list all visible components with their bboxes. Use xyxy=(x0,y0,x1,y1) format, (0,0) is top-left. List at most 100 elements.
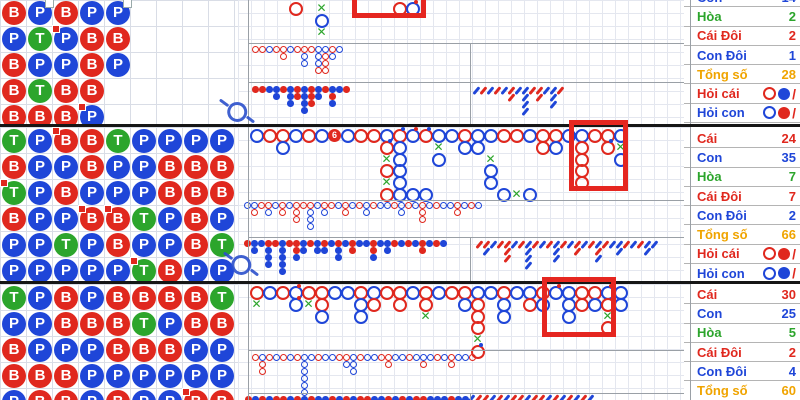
tie-x-icon: ✕ xyxy=(433,139,444,154)
stat-row-Cái: Cái 24 xyxy=(684,129,800,149)
player-circle-icon xyxy=(523,129,537,143)
small-road-dot-icon xyxy=(378,396,385,400)
small-road-dot-icon xyxy=(322,396,329,400)
small-road-dot-icon xyxy=(308,100,315,107)
bead-cell-P: P xyxy=(28,129,52,153)
big-eye-circle-icon xyxy=(377,202,384,209)
highlight-box xyxy=(352,0,426,18)
small-road-dot-icon xyxy=(398,240,405,247)
banker-circle-icon xyxy=(471,345,485,359)
roadmap-section-table-3[interactable]: TPBPBBBBTPPBBBTPBBBPPPBBBPPBBBPPPPPPPBBP… xyxy=(0,284,800,400)
big-eye-circle-icon xyxy=(273,354,280,361)
bead-cell-P: P xyxy=(158,312,182,336)
small-road-dot-icon xyxy=(364,396,371,400)
big-eye-circle-icon xyxy=(350,354,357,361)
small-road-dot-icon xyxy=(412,240,419,247)
ask-row-player[interactable]: Hỏi con / xyxy=(684,103,800,124)
big-eye-circle-icon xyxy=(308,46,315,53)
panel-divider-line xyxy=(248,0,249,124)
small-road-dot-icon xyxy=(322,86,329,93)
big-eye-circle-icon xyxy=(259,354,266,361)
stat-value: 2 xyxy=(788,8,796,24)
player-circle-icon xyxy=(354,309,368,324)
player-circle-icon xyxy=(289,129,303,143)
section-divider xyxy=(0,281,800,284)
small-road-dot-icon xyxy=(279,240,286,247)
bead-cell-B: B xyxy=(158,181,182,205)
big-eye-circle-icon xyxy=(287,354,294,361)
small-road-dot-icon xyxy=(265,240,272,247)
bead-cell-P: P xyxy=(80,390,104,400)
banker-circle-icon xyxy=(419,129,433,143)
spinner-cursor-icon xyxy=(222,245,260,281)
small-road-dot-icon xyxy=(273,93,280,100)
banker-circle-icon xyxy=(510,129,524,143)
stats-panel: Con 14 Hòa 2 Cái Đôi 2 Con Đôi 1 Tổng số 28 Hỏi cá… xyxy=(684,0,800,124)
big-eye-circle-icon xyxy=(251,209,258,216)
player-circle-icon xyxy=(549,140,563,155)
stat-label: Tổng số xyxy=(697,66,748,82)
big-eye-circle-icon xyxy=(273,46,280,53)
big-eye-circle-icon xyxy=(434,354,441,361)
big-eye-circle-icon xyxy=(328,202,335,209)
bead-cell-P: P xyxy=(28,259,52,281)
ask-row-player[interactable]: Hỏi con / xyxy=(684,264,800,281)
big-eye-circle-icon xyxy=(468,202,475,209)
player-circle-icon xyxy=(484,129,498,143)
small-road-dot-icon xyxy=(441,396,448,400)
bead-cell-B: B xyxy=(80,155,104,179)
stat-row-Cái Đôi: Cái Đôi 7 xyxy=(684,186,800,207)
player-circle-icon xyxy=(341,129,355,143)
bead-cell-P: P xyxy=(210,259,234,281)
ask-row-banker[interactable]: Hỏi cái / xyxy=(684,84,800,104)
small-road-dot-icon xyxy=(258,240,265,247)
player-circle-icon xyxy=(562,309,576,324)
pair-marker-icon xyxy=(182,388,190,396)
bead-cell-T: T xyxy=(130,257,156,281)
stat-value: 7 xyxy=(788,169,796,185)
small-road-dot-icon xyxy=(356,240,363,247)
bead-cell-P: P xyxy=(158,233,182,257)
banker-circle-icon xyxy=(302,129,316,143)
banker-circle-icon xyxy=(276,286,290,300)
tie-x-icon: ✕ xyxy=(420,308,431,323)
big-eye-circle-icon xyxy=(384,202,391,209)
tie-x-icon: ✕ xyxy=(316,1,327,15)
bead-cell-P: P xyxy=(210,364,234,388)
bead-cell-B: B xyxy=(2,1,26,25)
bead-cell-P: P xyxy=(210,129,234,153)
bead-cell-B: B xyxy=(132,286,156,310)
panel-divider-line xyxy=(470,237,471,281)
bead-cell-T: T xyxy=(106,129,130,153)
bead-cell-P: P xyxy=(2,390,26,400)
small-road-dot-icon xyxy=(265,254,272,261)
stat-value: 28 xyxy=(781,66,796,82)
bead-cell-P: P xyxy=(184,364,208,388)
ask-prediction-icons: / xyxy=(763,247,796,261)
big-eye-circle-icon xyxy=(427,354,434,361)
tie-x-icon: ✕ xyxy=(485,151,496,166)
stat-value: 25 xyxy=(781,305,796,321)
bead-cell-B: B xyxy=(54,181,78,205)
bead-cell-B: B xyxy=(54,79,78,103)
ask-row-banker[interactable]: Hỏi cái / xyxy=(684,244,800,265)
big-eye-circle-icon xyxy=(308,354,315,361)
big-eye-circle-icon xyxy=(336,46,343,53)
big-eye-circle-icon xyxy=(370,202,377,209)
bead-cell-B: B xyxy=(2,53,26,77)
small-road-dot-icon xyxy=(287,93,294,100)
big-eye-circle-icon xyxy=(371,354,378,361)
bead-cell-B: B xyxy=(2,79,26,103)
big-eye-circle-icon xyxy=(455,354,462,361)
big-eye-circle-icon xyxy=(469,354,476,361)
small-road-dot-icon xyxy=(335,247,342,254)
pair-dot-icon xyxy=(414,0,418,4)
bead-cell-P: P xyxy=(132,155,156,179)
stat-label: Con xyxy=(697,305,723,321)
small-road-dot-icon xyxy=(335,240,342,247)
player-circle-icon xyxy=(523,188,537,202)
big-eye-circle-icon xyxy=(280,53,287,60)
big-eye-circle-icon xyxy=(300,202,307,209)
